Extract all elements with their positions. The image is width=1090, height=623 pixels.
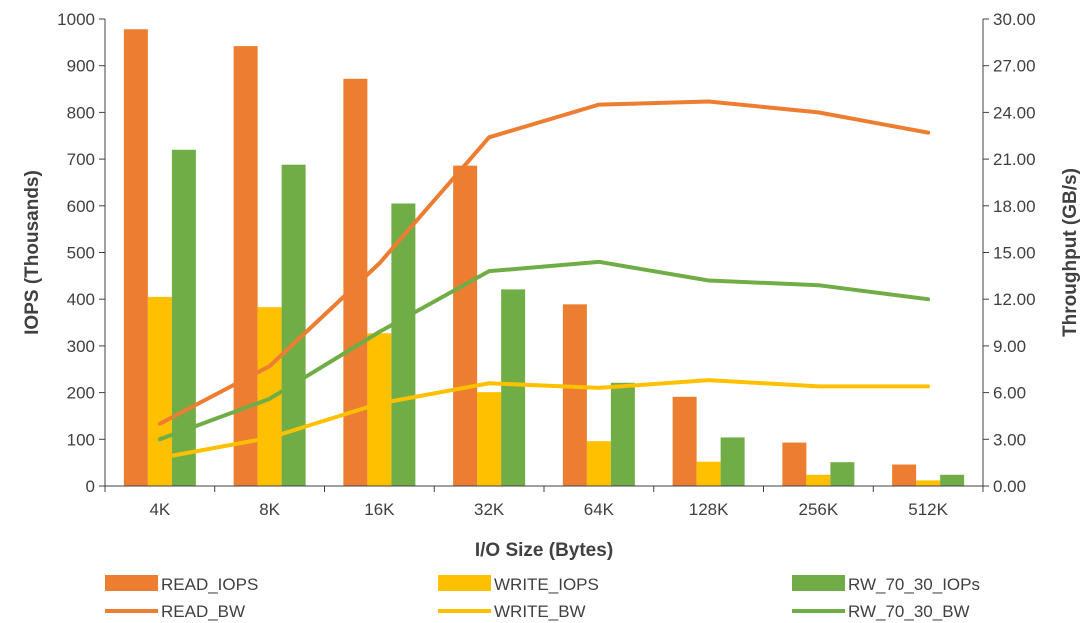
y-tick-label: 500	[67, 244, 95, 263]
y-tick-label: 600	[67, 197, 95, 216]
line-write-bw	[157, 378, 931, 460]
bar-read-iops-8k	[233, 46, 258, 486]
x-tick-label: 4K	[149, 500, 170, 519]
legend-label-write-iops: WRITE_IOPS	[494, 575, 599, 594]
y-tick-label: 900	[67, 57, 95, 76]
line-series-group	[157, 99, 931, 460]
y-tick-label: 300	[67, 337, 95, 356]
bar-write-iops-128k	[696, 461, 721, 486]
bar-read-iops-4k	[123, 29, 148, 487]
bar-rw-70-30-iops-256k	[830, 462, 855, 486]
y2-tick-label: 21.00	[993, 150, 1036, 169]
bar-read-iops-32k	[453, 165, 478, 486]
y-axis-title: IOPS (Thousands)	[22, 170, 43, 335]
bar-rw-70-30-iops-64k	[610, 382, 635, 486]
x-tick-label: 32K	[474, 500, 505, 519]
y-tick-label: 200	[67, 384, 95, 403]
y2-tick-label: 15.00	[993, 244, 1036, 263]
y2-tick-label: 6.00	[993, 384, 1026, 403]
y-tick-label: 800	[67, 103, 95, 122]
x-tick-label: 8K	[259, 500, 280, 519]
bar-rw-70-30-iops-128k	[720, 437, 745, 486]
bar-read-iops-128k	[672, 396, 697, 486]
y2-tick-label: 12.00	[993, 290, 1036, 309]
bar-rw-70-30-iops-8k	[281, 164, 306, 487]
x-tick-label: 16K	[364, 500, 395, 519]
x-tick-label: 128K	[689, 500, 729, 519]
x-tick-label: 512K	[908, 500, 948, 519]
x-tick-label: 256K	[799, 500, 839, 519]
bar-read-iops-512k	[892, 464, 917, 486]
bar-write-iops-64k	[586, 441, 611, 486]
x-axis-title: I/O Size (Bytes)	[475, 540, 613, 561]
bar-read-iops-256k	[782, 442, 807, 486]
x-tick-label: 64K	[584, 500, 615, 519]
y-tick-label: 400	[67, 290, 95, 309]
bar-write-iops-16k	[367, 333, 392, 486]
bar-rw-70-30-iops-16k	[391, 203, 416, 486]
y-tick-label: 700	[67, 150, 95, 169]
y2-tick-label: 18.00	[993, 197, 1036, 216]
bar-write-iops-512k	[916, 480, 941, 486]
legend-swatch-rw-70-30-iops	[792, 575, 845, 591]
y-tick-label: 0	[86, 477, 95, 496]
legend-label-write-bw: WRITE_BW	[494, 602, 586, 621]
bar-rw-70-30-iops-512k	[940, 474, 965, 486]
y-tick-label: 100	[67, 430, 95, 449]
legend-label-read-bw: READ_BW	[161, 602, 245, 621]
bar-series-group	[123, 29, 965, 487]
legend-swatch-write-iops	[438, 575, 491, 591]
bar-write-iops-32k	[477, 392, 502, 486]
legend-label-rw-70-30-bw: RW_70_30_BW	[848, 602, 970, 621]
y2-axis-title: Throughput (GB/s)	[1060, 168, 1081, 337]
y2-tick-label: 30.00	[993, 10, 1036, 29]
y2-tick-label: 3.00	[993, 430, 1026, 449]
y2-tick-label: 9.00	[993, 337, 1026, 356]
y2-tick-label: 27.00	[993, 57, 1036, 76]
legend-swatch-read-iops	[105, 575, 158, 591]
bar-write-iops-256k	[806, 474, 831, 486]
legend-label-read-iops: READ_IOPS	[161, 575, 258, 594]
legend-label-rw-70-30-iops: RW_70_30_IOPs	[848, 575, 980, 594]
bar-read-iops-64k	[562, 304, 587, 486]
y2-tick-label: 0.00	[993, 477, 1026, 496]
line-read-bw	[157, 99, 931, 426]
legend: READ_IOPS WRITE_IOPS RW_70_30_IOPs READ_BW W…	[105, 575, 980, 621]
y-tick-label: 1000	[57, 10, 95, 29]
bar-read-iops-16k	[343, 78, 368, 486]
line-rw-70-30-bw	[157, 259, 931, 442]
y2-tick-label: 24.00	[993, 103, 1036, 122]
axes-group: 0 100 200 300 400 500 600 700 800 900 1000 0.00 3.00…	[57, 10, 1035, 519]
bar-rw-70-30-iops-32k	[501, 289, 526, 486]
